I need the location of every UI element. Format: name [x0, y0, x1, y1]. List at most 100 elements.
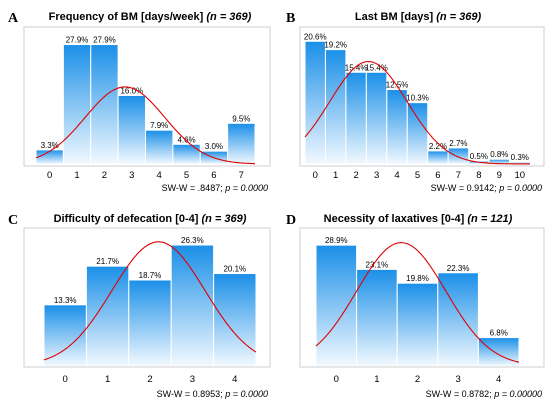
x-tick-label-b-1: 1: [333, 170, 338, 181]
bar-value-label-b-0: 20.6%: [304, 32, 327, 41]
normal-curve-c: [43, 241, 257, 361]
panel-title-b: Last BM [days] (n = 369): [355, 11, 482, 23]
x-tick-label-b-3: 3: [374, 170, 379, 181]
plot-area-c: [23, 227, 271, 368]
bar-b-6: [427, 150, 449, 165]
bar-c-2: [128, 279, 172, 367]
panel-title-a: Frequency of BM [days/week] (n = 369): [49, 11, 252, 23]
x-tick-label-d-2: 2: [415, 374, 420, 385]
panel-title-c: Difficulty of defecation [0-4] (n = 369): [54, 213, 247, 225]
x-tick-label-b-7: 7: [456, 170, 461, 181]
normal-curve-b: [304, 60, 530, 165]
plot-area-b: [299, 26, 545, 167]
x-tick-label-a-2: 2: [102, 170, 107, 181]
bar-value-label-a-6: 3.0%: [205, 142, 223, 151]
x-tick-label-c-1: 1: [105, 374, 110, 385]
x-tick-label-c-3: 3: [190, 374, 195, 385]
panel-letter-a: A: [8, 11, 19, 26]
x-tick-label-d-1: 1: [374, 374, 379, 385]
bar-b-5: [406, 102, 429, 165]
bar-value-label-c-3: 26.3%: [181, 236, 204, 245]
plot-b: 20.6%019.2%115.4%215.4%312.5%410.3%52.2%…: [304, 32, 531, 181]
bar-value-label-b-5: 10.3%: [406, 94, 429, 103]
bar-b-1: [324, 49, 347, 165]
bar-value-label-d-1: 23.1%: [366, 260, 389, 269]
normal-curve-d: [315, 242, 520, 363]
x-tick-label-b-4: 4: [394, 170, 399, 181]
x-tick-label-b-8: 8: [476, 170, 481, 181]
bar-a-4: [145, 129, 174, 165]
x-tick-label-d-3: 3: [455, 374, 460, 385]
x-tick-label-b-2: 2: [353, 170, 358, 181]
bar-value-label-a-2: 27.9%: [93, 36, 116, 45]
bar-a-1: [62, 44, 92, 165]
panel-b: B Last BM [days] (n = 369) 20.6% 0 19.2% 1 1…: [286, 11, 545, 193]
plot-a: 3.3% 0 27.9% 1 27.9% 2 16.0% 3 7.9% 4 4.6% 5 3.0% 6 9.…: [35, 36, 256, 181]
panel-d: D Necessity of laxatives [0-4] (n = 121)…: [286, 213, 545, 399]
bar-a-3: [117, 95, 147, 165]
plot-c: 13.3% 0 21.7% 1 18.7% 2 26.3% 3 20.1% 4: [43, 236, 257, 385]
x-tick-label-b-10: 10: [514, 170, 525, 181]
bar-value-label-b-9: 0.8%: [490, 150, 508, 159]
bar-value-label-c-2: 18.7%: [139, 271, 162, 280]
bar-a-2: [90, 44, 119, 165]
bar-value-label-c-0: 13.3%: [54, 296, 77, 305]
bar-value-label-a-7: 9.5%: [232, 114, 250, 123]
bar-value-label-a-1: 27.9%: [66, 36, 89, 45]
bar-c-1: [85, 265, 130, 367]
bar-value-label-b-1: 19.2%: [324, 41, 347, 50]
bar-value-label-c-1: 21.7%: [96, 257, 119, 266]
x-tick-label-a-7: 7: [239, 170, 244, 181]
bar-value-label-d-2: 19.8%: [406, 274, 429, 283]
bar-value-label-b-2: 15.4%: [345, 63, 368, 72]
x-tick-label-a-5: 5: [184, 170, 189, 181]
plot-area-d: [299, 227, 545, 368]
bar-b-4: [386, 89, 408, 165]
x-tick-label-a-6: 6: [211, 170, 216, 181]
x-tick-label-b-0: 0: [313, 170, 318, 181]
bar-a-7: [227, 122, 256, 165]
bar-c-4: [213, 273, 257, 367]
stat-text-c: SW-W = 0.8953; p = 0.0000: [157, 389, 268, 399]
bar-b-0: [304, 40, 326, 165]
x-tick-label-c-4: 4: [232, 374, 237, 385]
x-tick-label-d-0: 0: [334, 374, 339, 385]
bar-d-1: [356, 268, 398, 367]
bar-value-label-d-3: 22.3%: [447, 264, 470, 273]
x-tick-label-b-9: 9: [497, 170, 502, 181]
bar-value-label-b-10: 0.3%: [511, 153, 529, 162]
bar-a-5: [172, 143, 201, 165]
panel-letter-b: B: [286, 11, 295, 26]
x-tick-label-b-5: 5: [415, 170, 420, 181]
bar-d-0: [315, 244, 358, 367]
bar-c-3: [170, 244, 215, 367]
bar-value-label-b-3: 15.4%: [365, 63, 388, 72]
plot-area-a: [23, 26, 271, 167]
stat-text-a: SW-W = .8487; p = 0.0000: [162, 183, 268, 193]
bar-d-4: [477, 337, 520, 367]
bar-value-label-c-4: 20.1%: [223, 265, 246, 274]
plot-d: 28.9% 0 23.1% 1 19.8% 2 22.3% 3 6.8% 4: [315, 236, 520, 385]
x-tick-label-a-1: 1: [74, 170, 79, 181]
panel-c: C Difficulty of defecation [0-4] (n = 36…: [8, 213, 271, 399]
x-tick-label-d-4: 4: [496, 374, 501, 385]
bar-value-label-d-4: 6.8%: [490, 329, 508, 338]
bar-a-0: [35, 149, 64, 165]
panel-letter-d: D: [286, 213, 296, 228]
panel-a: A Frequency of BM [days/week] (n = 369) …: [8, 11, 271, 193]
bar-b-7: [447, 147, 470, 165]
bar-value-label-d-0: 28.9%: [325, 236, 348, 245]
bar-b-3: [365, 71, 388, 165]
bar-value-label-a-0: 3.3%: [41, 141, 59, 150]
panel-title-d: Necessity of laxatives [0-4] (n = 121): [324, 213, 513, 225]
bar-value-label-b-6: 2.2%: [429, 142, 447, 151]
stat-text-d: SW-W = 0.8782; p = 0.00000: [426, 389, 542, 399]
x-tick-label-a-0: 0: [47, 170, 52, 181]
bar-value-label-a-5: 4.6%: [177, 135, 195, 144]
x-tick-label-c-0: 0: [63, 374, 68, 385]
bar-d-2: [396, 282, 439, 367]
stat-text-b: SW-W = 0.9142; p = 0.0000: [431, 183, 542, 193]
bar-value-label-a-4: 7.9%: [150, 121, 168, 130]
bar-c-0: [43, 304, 87, 367]
